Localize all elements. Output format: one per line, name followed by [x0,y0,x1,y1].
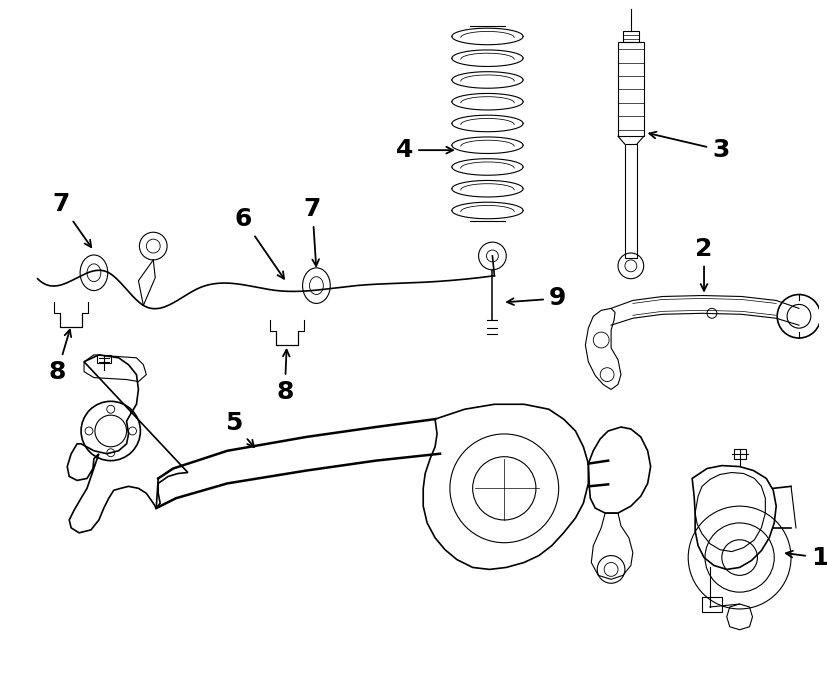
Text: 6: 6 [234,207,284,279]
Text: 1: 1 [785,546,827,569]
Bar [617,42,643,136]
Bar [622,31,638,42]
Text: 8: 8 [49,330,71,384]
Text: 9: 9 [506,286,566,310]
Text: 8: 8 [275,350,293,404]
Text: 7: 7 [304,197,321,266]
Text: 5: 5 [225,411,254,447]
Text: 3: 3 [648,132,729,162]
Text: 2: 2 [695,237,712,291]
Bar [701,597,721,612]
Text: 4: 4 [395,138,452,162]
Text: 7: 7 [53,192,91,247]
Bar [624,144,636,258]
Bar [97,355,111,363]
Bar [733,449,744,459]
